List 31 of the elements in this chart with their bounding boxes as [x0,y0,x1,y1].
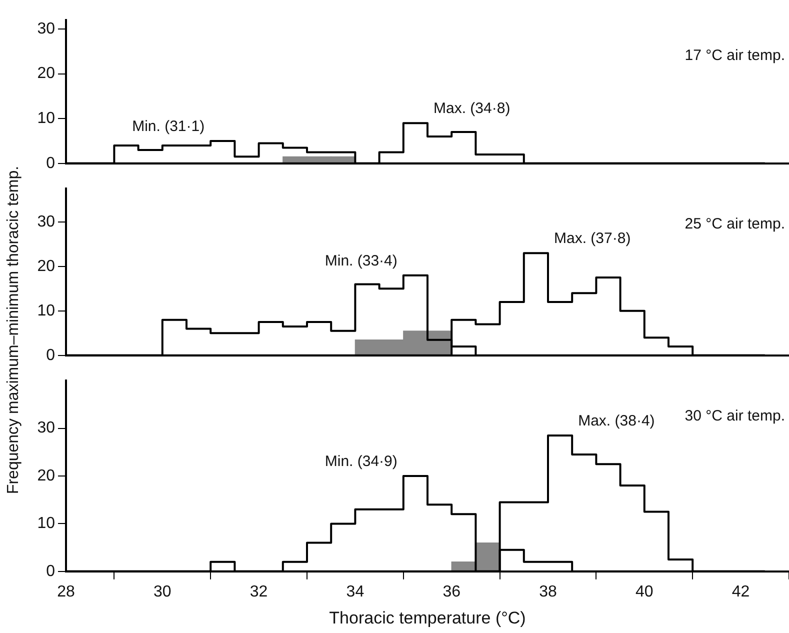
x-tick-label: 38 [539,583,557,600]
series-label: Min. (34·9) [324,453,398,470]
annotation: 30 °C air temp. [684,408,785,425]
y-tick-label: 20 [37,467,56,484]
y-tick-label: 20 [37,65,56,82]
annotation: 25 °C air temp. [684,216,785,233]
series-label: Min. (33·4) [324,252,398,270]
x-tick-label: 42 [732,583,750,600]
y-tick-label: 30 [37,420,56,437]
x-tick-label: 40 [636,583,654,600]
y-tick-label: 0 [46,346,56,364]
series-label: Max. (38·4) [578,412,655,430]
series-label: Max. (34·8) [434,100,510,118]
x-tick-label: 32 [250,583,268,600]
y-tick-label: 10 [37,110,56,127]
y-tick-label: 10 [37,515,56,532]
x-axis-title: Thoracic temperature (°C) [329,608,526,628]
y-tick-label: 30 [37,20,56,38]
y-tick-label: 10 [37,302,56,320]
series-label: Max. (37·8) [554,230,631,248]
x-tick-label: 34 [346,583,364,600]
x-tick-label: 28 [57,583,75,600]
y-axis-title: Frequency maximum–minimum thoracic temp. [5,166,23,494]
y-tick-label: 0 [46,562,56,580]
y-tick-label: 20 [37,258,56,275]
y-tick-label: 0 [46,154,56,172]
series-label: Min. (31·1) [132,118,205,135]
x-tick-label: 36 [442,583,461,600]
annotation: 17 °C air temp. [684,47,785,64]
y-tick-label: 30 [37,213,56,230]
x-tick-label: 30 [154,583,172,600]
